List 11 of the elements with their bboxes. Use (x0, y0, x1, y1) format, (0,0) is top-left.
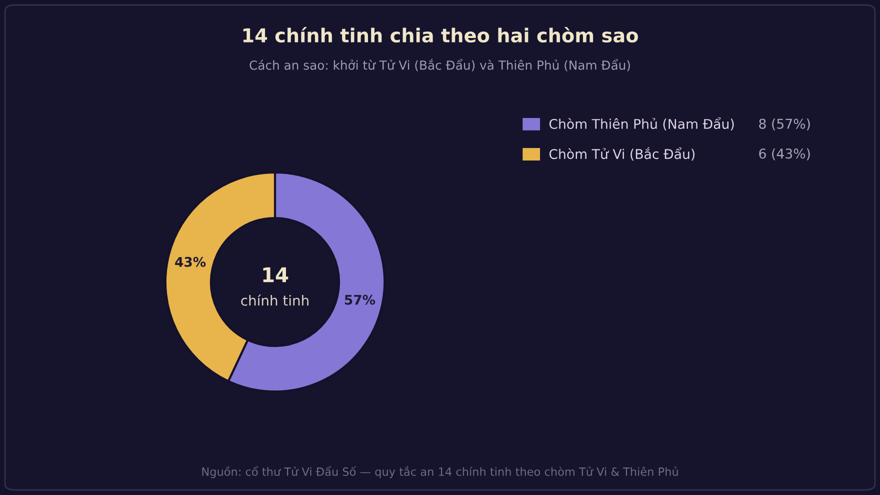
text: Nguồn: cổ thư Tử Vi Đẩu Số — quy tắc an 14 chính tinh theo chòm Tử Vi & Thiên Phủ (202, 466, 678, 478)
data-label: 43% (175, 256, 206, 267)
text: 8 (57%) (759, 118, 810, 130)
text: 6 (43%) (759, 148, 810, 160)
chart-title: 14 chính tinh chia theo hai chòm sao (243, 26, 638, 43)
legend-label: Chòm Thiên Phủ (Nam Đẩu) (549, 117, 734, 131)
data-label: 57% (344, 294, 376, 305)
text: 14 (263, 267, 288, 282)
chart-subtitle: Cách an sao: khởi từ Tử Vi (Bắc Đẩu) và Thiên Phủ (Nam Đẩu) (250, 58, 630, 72)
text: chính tinh (241, 294, 308, 306)
legend-label: Chòm Tử Vi (Bắc Đẩu) (549, 147, 695, 161)
